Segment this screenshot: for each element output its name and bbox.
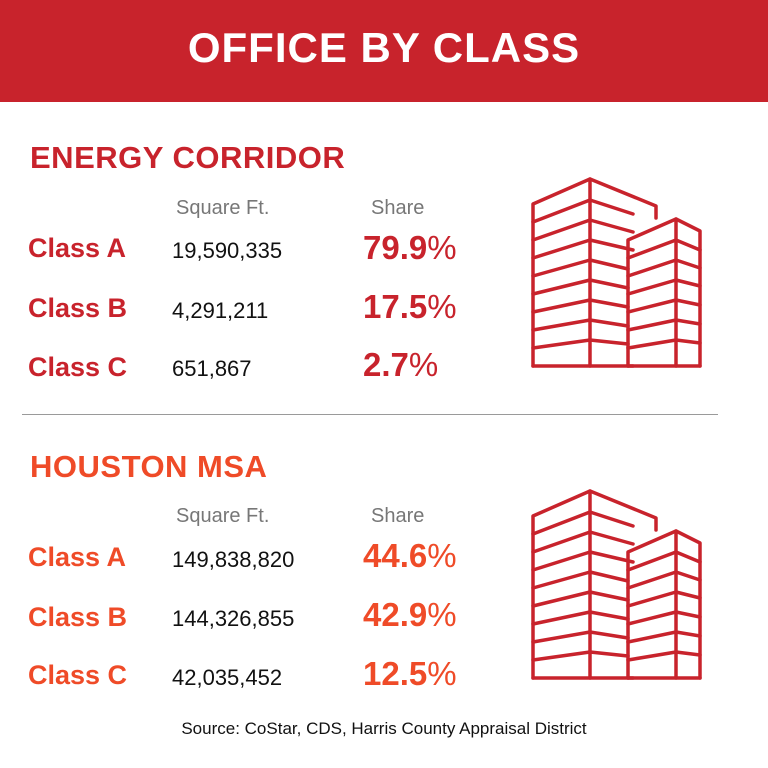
- class-c-label: Class C: [28, 352, 128, 382]
- class-c-share: 12.5%: [363, 655, 457, 693]
- percent-sign: %: [408, 346, 439, 383]
- percent-sign: %: [427, 655, 457, 692]
- share-value: 42.9: [363, 596, 428, 633]
- percent-sign: %: [427, 596, 457, 633]
- class-c-square-ft: 651,867: [172, 356, 252, 381]
- section-title-energy-corridor: ENERGY CORRIDOR: [30, 140, 346, 175]
- source-note: Source: CoStar, CDS, Harris County Appra…: [181, 719, 587, 738]
- percent-sign: %: [427, 537, 457, 574]
- column-header-square-ft: Square Ft.: [176, 505, 270, 527]
- class-a-share: 79.9%: [363, 229, 457, 267]
- class-a-square-ft: 149,838,820: [172, 547, 295, 572]
- class-b-label: Class B: [28, 602, 128, 632]
- share-value: 79.9: [363, 229, 428, 266]
- class-a-share: 44.6%: [363, 537, 457, 575]
- class-b-label: Class B: [28, 293, 128, 323]
- class-c-square-ft: 42,035,452: [172, 665, 283, 690]
- title-banner: OFFICE BY CLASS: [0, 0, 768, 102]
- class-a-label: Class A: [28, 233, 127, 263]
- percent-sign: %: [427, 288, 457, 325]
- column-header-share: Share: [371, 505, 425, 527]
- class-a-square-ft: 19,590,335: [172, 238, 283, 263]
- column-header-square-ft: Square Ft.: [176, 197, 270, 219]
- class-c-share: 2.7%: [363, 346, 438, 384]
- class-c-label: Class C: [28, 660, 128, 690]
- share-value: 44.6: [363, 537, 428, 574]
- class-b-share: 42.9%: [363, 596, 457, 634]
- share-value: 17.5: [363, 288, 428, 325]
- section-title-houston-msa: HOUSTON MSA: [30, 449, 268, 484]
- page-title: OFFICE BY CLASS: [187, 24, 581, 71]
- office-buildings-icon: [531, 489, 702, 680]
- class-b-share: 17.5%: [363, 288, 457, 326]
- class-a-label: Class A: [28, 542, 127, 572]
- percent-sign: %: [427, 229, 457, 266]
- section-divider: [22, 414, 718, 415]
- column-header-share: Share: [371, 197, 425, 219]
- class-b-square-ft: 4,291,211: [172, 298, 269, 323]
- share-value: 12.5: [363, 655, 428, 692]
- class-b-square-ft: 144,326,855: [172, 606, 295, 631]
- share-value: 2.7: [363, 346, 409, 383]
- office-buildings-icon: [531, 177, 702, 368]
